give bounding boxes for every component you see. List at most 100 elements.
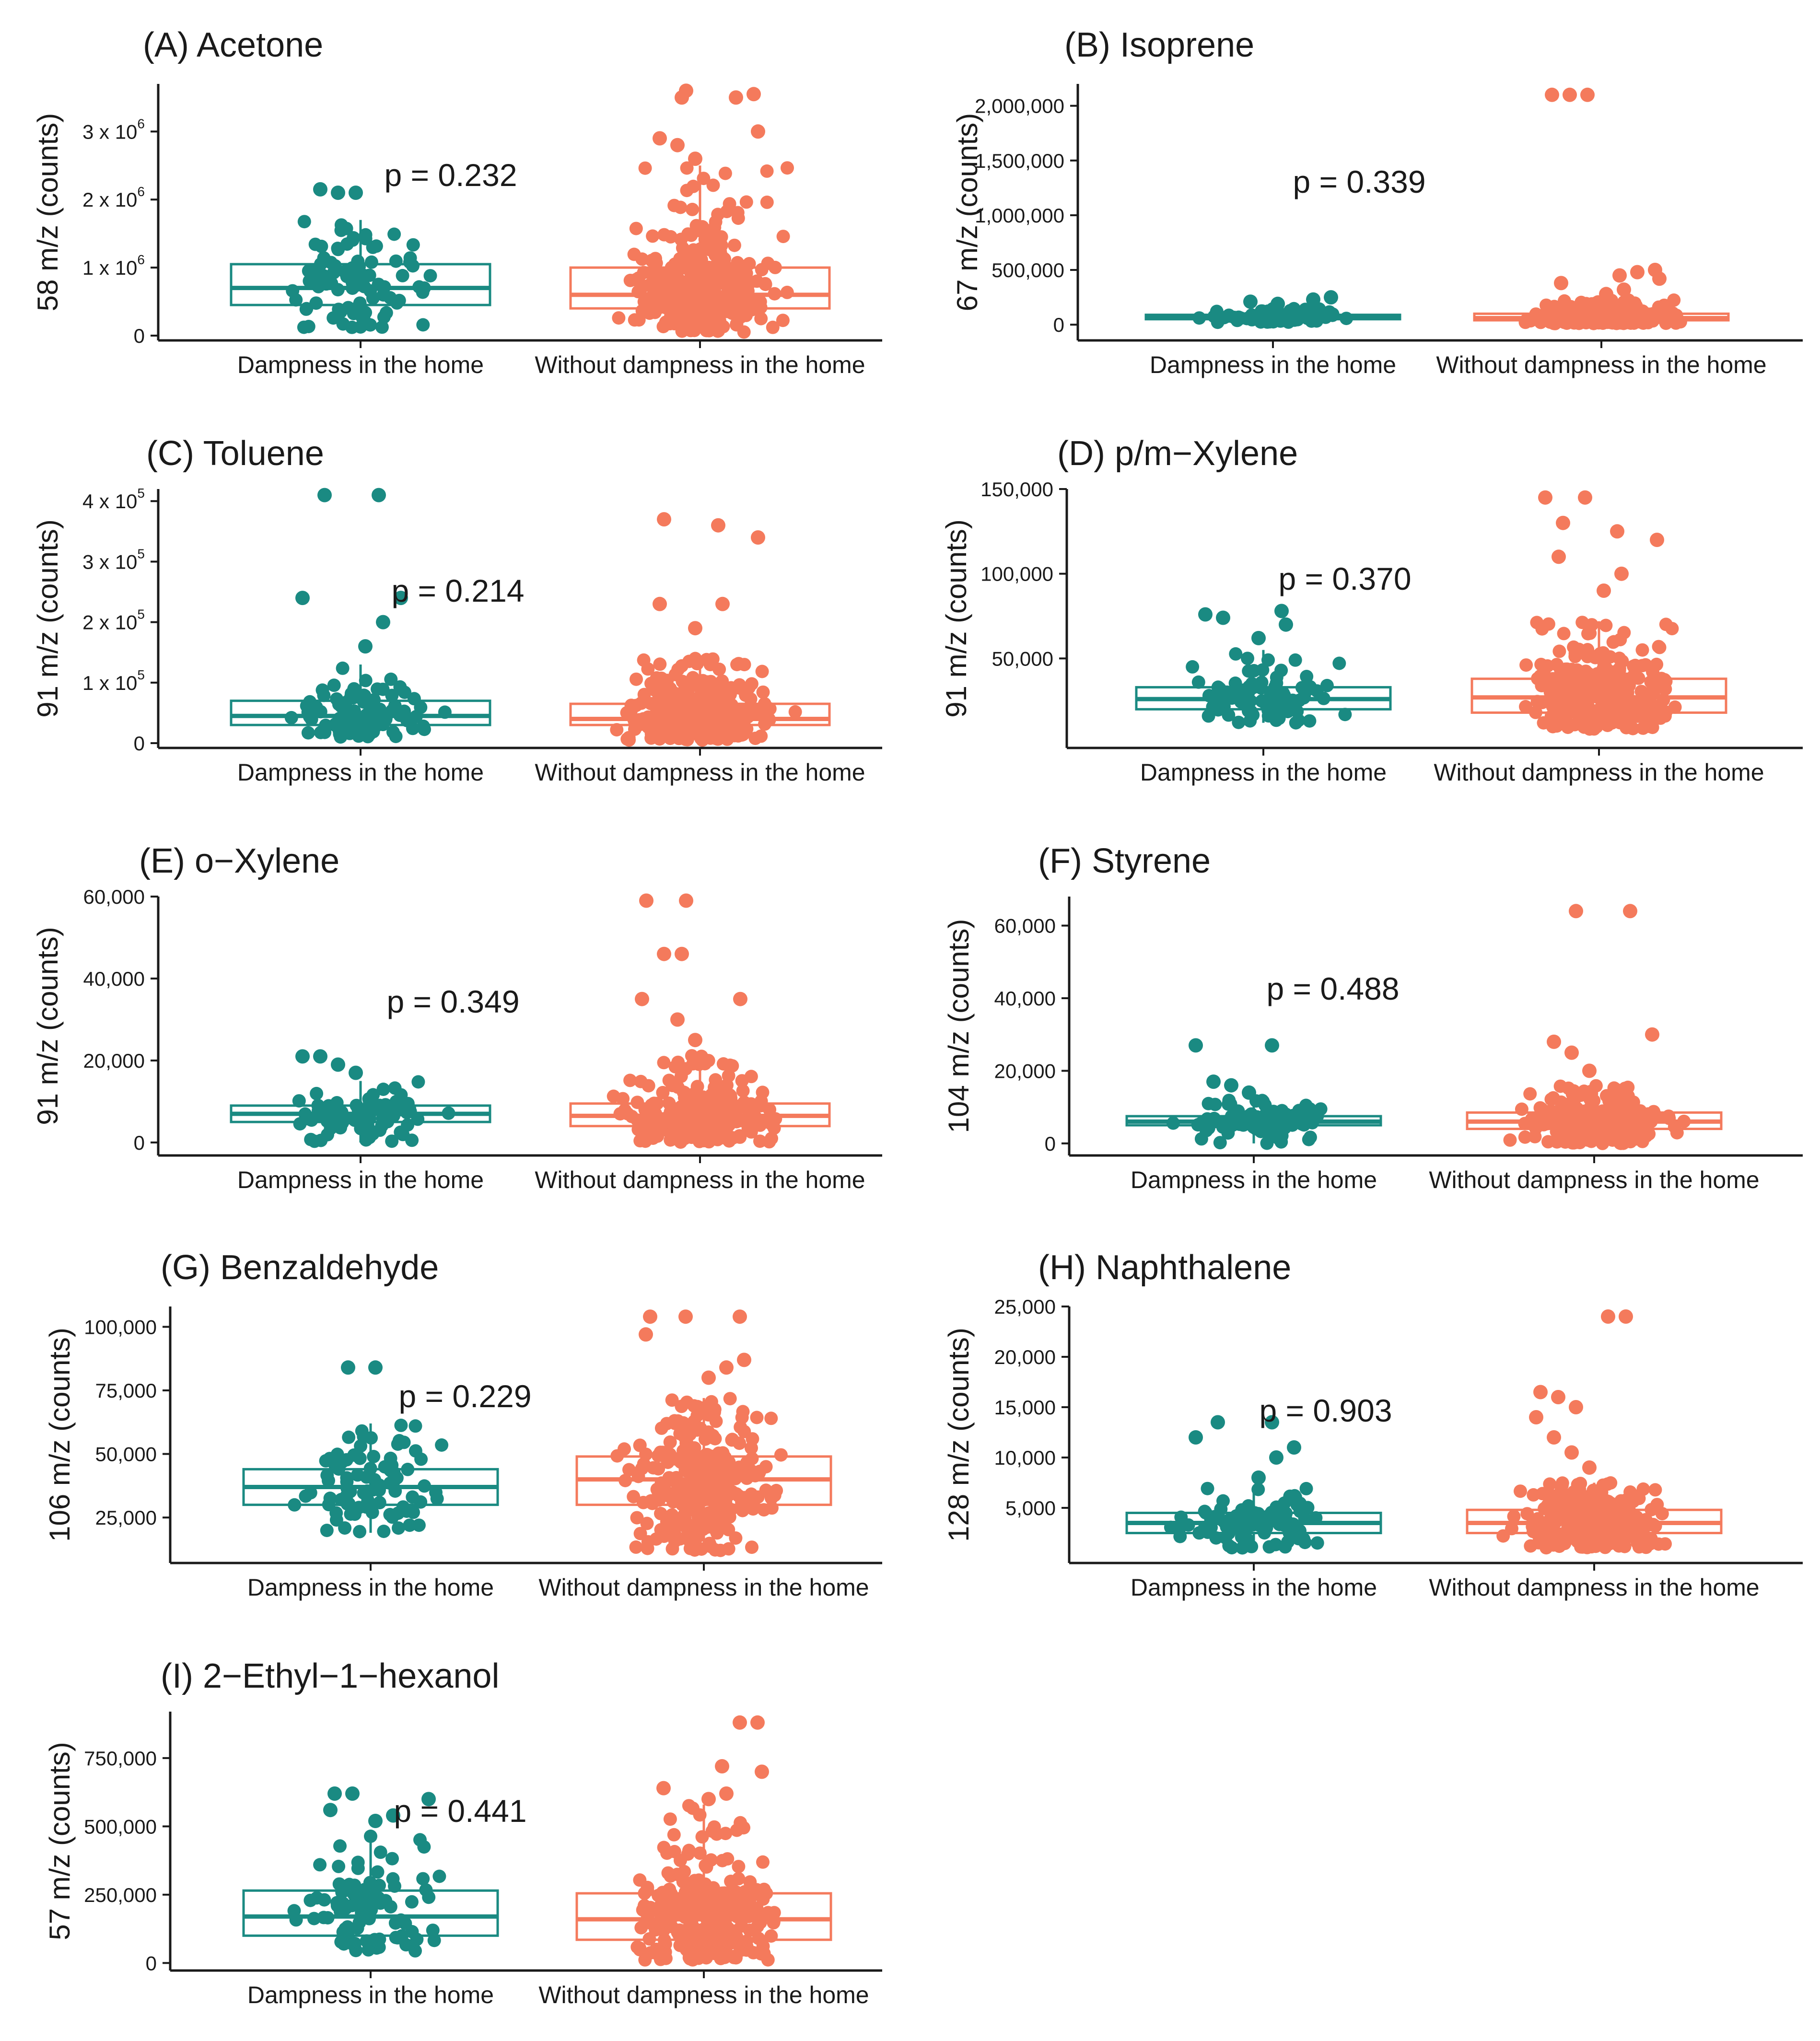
outlier-point <box>1206 1074 1221 1089</box>
data-point <box>633 1941 647 1955</box>
data-point <box>359 228 373 242</box>
outlier-point <box>1189 1430 1203 1445</box>
data-point <box>309 296 323 310</box>
chart-panel-5: (E) o−Xylene 91 m/z (counts) 0 20,000 40,000… <box>32 842 882 1193</box>
data-point <box>705 1824 719 1838</box>
outlier-point <box>1274 604 1289 618</box>
panel-title: (H) Naphthalene <box>1038 1248 1291 1287</box>
data-point <box>1582 300 1596 314</box>
data-point <box>1208 1097 1222 1111</box>
data-point <box>667 1828 681 1842</box>
data-point <box>1597 657 1611 671</box>
data-point <box>742 681 756 695</box>
outlier-point <box>635 991 649 1006</box>
data-point <box>707 729 721 743</box>
outlier-point <box>755 1764 769 1779</box>
data-point <box>727 1924 741 1938</box>
data-point <box>689 1505 703 1518</box>
data-point <box>620 1107 634 1120</box>
outlier-point <box>358 639 373 654</box>
data-point <box>310 1086 324 1100</box>
series-dampness <box>1135 604 1392 730</box>
data-point <box>373 1845 387 1859</box>
y-tick-label: 10,000 <box>994 1446 1056 1469</box>
data-point <box>656 1085 670 1099</box>
data-point <box>764 1411 778 1425</box>
data-point <box>329 1513 343 1527</box>
data-point <box>393 680 407 694</box>
data-point <box>638 161 652 175</box>
data-point <box>671 1414 685 1428</box>
data-point <box>297 215 311 229</box>
data-point <box>1585 1107 1599 1121</box>
data-point <box>342 1430 356 1444</box>
data-point <box>709 1488 722 1502</box>
p-value: p = 0.229 <box>398 1378 531 1414</box>
data-point <box>1235 1503 1249 1517</box>
outlier-point <box>1564 1045 1579 1060</box>
data-point <box>706 178 720 192</box>
data-point <box>696 1923 710 1936</box>
data-point <box>724 1902 738 1916</box>
series-dampness <box>1125 1415 1382 1555</box>
data-point <box>345 320 359 334</box>
y-tick-label: 50,000 <box>992 647 1053 670</box>
data-point <box>642 1079 655 1093</box>
data-point <box>686 1057 700 1071</box>
data-point <box>365 1096 379 1110</box>
y-tick-label: 20,000 <box>83 1050 145 1072</box>
data-point <box>1658 1537 1672 1551</box>
y-tick-label: 1 x 105 <box>82 667 145 694</box>
data-point <box>357 688 371 702</box>
data-point <box>629 222 643 235</box>
data-point <box>641 1535 655 1549</box>
data-point <box>375 320 389 334</box>
data-point <box>636 1495 650 1509</box>
data-point <box>347 231 361 245</box>
data-point <box>708 1947 722 1960</box>
outlier-point <box>657 946 671 961</box>
data-point <box>677 1085 690 1099</box>
outlier-point <box>1599 287 1613 302</box>
outlier-point <box>1578 490 1592 505</box>
data-point <box>689 259 703 273</box>
data-point <box>1622 678 1636 692</box>
data-point <box>723 1510 736 1524</box>
y-tick-label: 100,000 <box>84 1316 157 1338</box>
data-point <box>723 1392 737 1406</box>
data-point <box>727 238 741 252</box>
data-point <box>385 1852 399 1866</box>
outlier-point <box>1533 1385 1548 1400</box>
outlier-point <box>1551 1390 1565 1404</box>
data-point <box>1632 1131 1645 1144</box>
data-point <box>406 259 420 273</box>
data-point <box>695 1830 709 1844</box>
outlier-point <box>313 182 327 197</box>
data-point <box>697 1134 711 1148</box>
data-point <box>657 1949 671 1963</box>
data-point <box>685 271 699 285</box>
data-point <box>1650 1498 1664 1512</box>
outlier-point <box>1251 630 1266 645</box>
data-point <box>756 1855 770 1869</box>
data-point <box>1261 653 1275 667</box>
data-point <box>737 1821 750 1835</box>
data-point <box>355 1424 369 1438</box>
data-point <box>1585 618 1598 632</box>
data-point <box>1599 618 1613 632</box>
data-point <box>1503 1133 1517 1147</box>
panel-title: (I) 2−Ethyl−1−hexanol <box>161 1657 499 1695</box>
data-point <box>738 1885 752 1899</box>
data-point <box>744 1070 758 1084</box>
outlier-point <box>1216 610 1230 625</box>
panel-title: (B) Isoprene <box>1064 26 1254 64</box>
data-point <box>310 1891 324 1905</box>
data-point <box>776 230 790 244</box>
data-point <box>1292 713 1306 727</box>
data-point <box>1557 299 1571 313</box>
outlier-point <box>1582 1460 1597 1475</box>
outlier-point <box>341 1360 355 1375</box>
data-point <box>405 1895 419 1909</box>
data-point <box>747 1946 760 1959</box>
data-point <box>1519 658 1533 672</box>
